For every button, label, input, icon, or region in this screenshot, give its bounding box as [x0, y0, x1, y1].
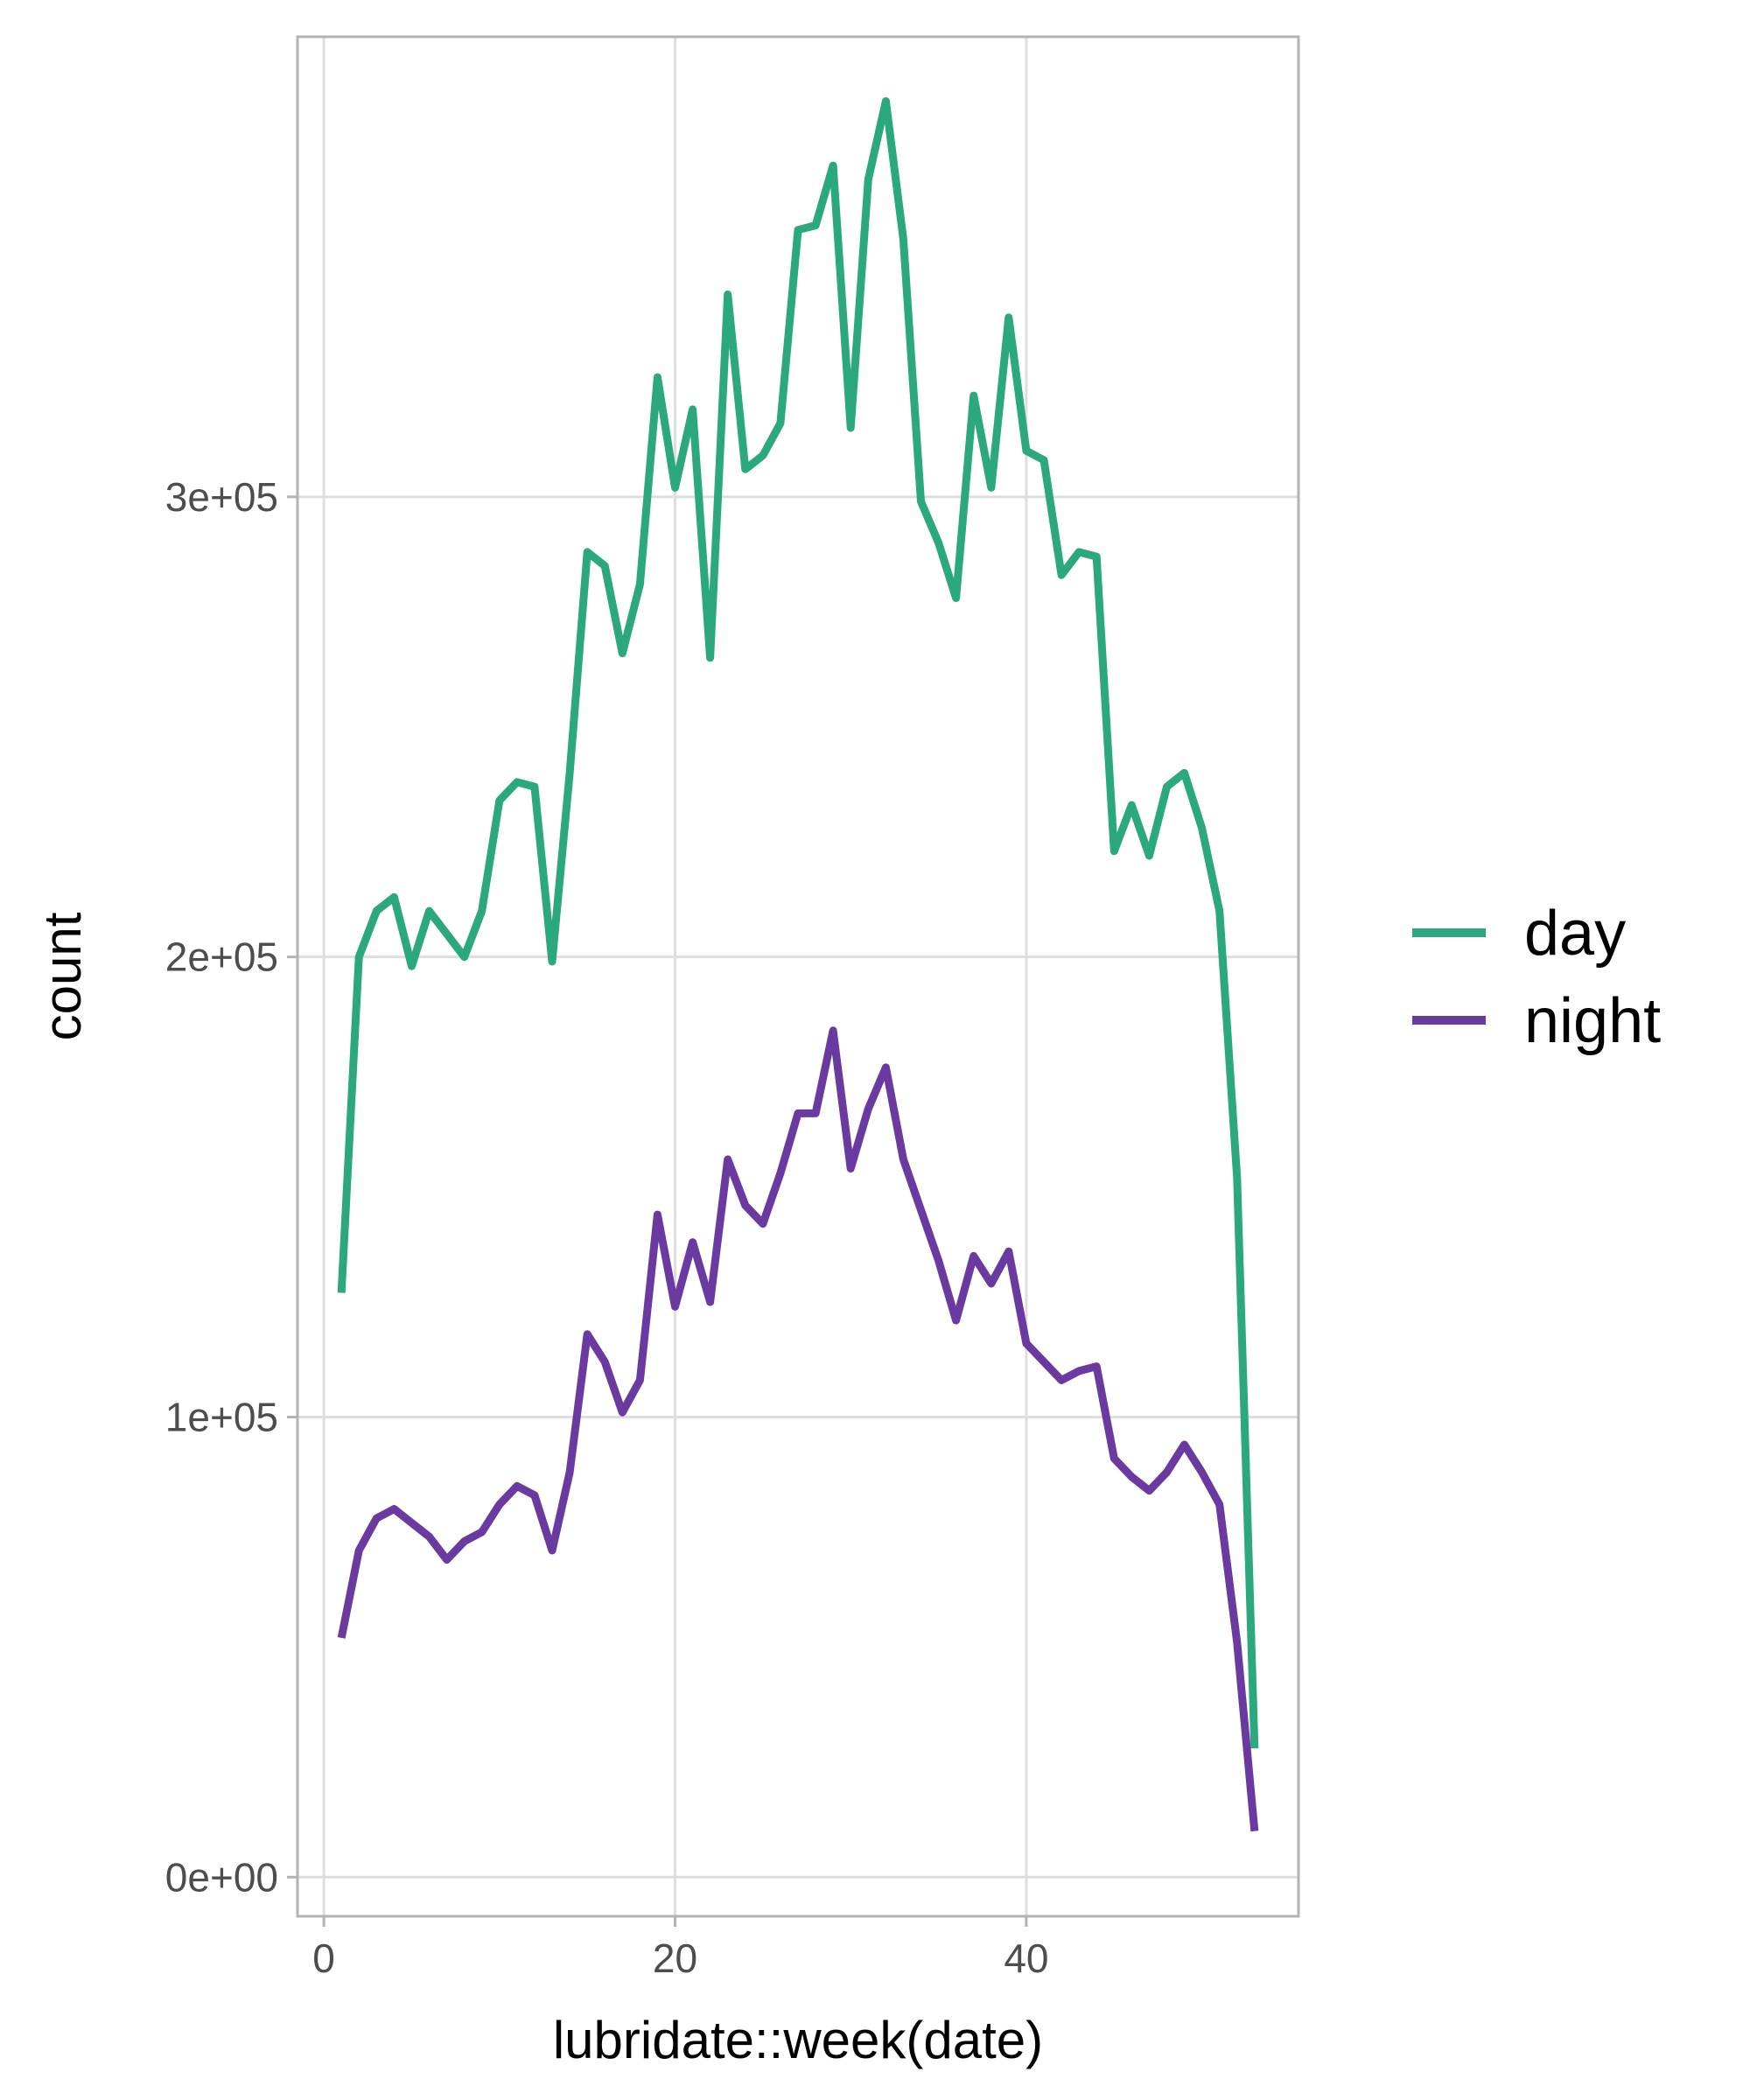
x-tick-label: 0: [312, 1936, 335, 1981]
x-tick-label: 40: [1004, 1936, 1048, 1981]
y-tick-label: 0e+00: [165, 1854, 278, 1900]
x-gridlines: [322, 37, 1028, 1916]
y-gridlines: [298, 495, 1298, 1879]
y-tick-label: 2e+05: [165, 934, 278, 980]
x-axis-ticks: 0 20 40: [312, 1916, 1048, 1981]
x-axis-title: lubridate::week(date): [553, 2011, 1043, 2069]
plot-panel-border: [296, 35, 1300, 1918]
series-lines: [337, 97, 1259, 1832]
legend-label-night: night: [1524, 986, 1661, 1056]
legend-label-day: day: [1524, 899, 1626, 969]
series-line-night: [337, 1026, 1259, 1832]
series-line-day: [337, 97, 1259, 1749]
legend: day night: [1412, 899, 1661, 1056]
y-tick-label: 1e+05: [165, 1394, 278, 1439]
y-axis-ticks: 0e+00 1e+05 2e+05 3e+05: [165, 474, 298, 1900]
y-axis-title: count: [33, 912, 92, 1040]
y-tick-label: 3e+05: [165, 474, 278, 520]
x-tick-label: 20: [653, 1936, 697, 1981]
